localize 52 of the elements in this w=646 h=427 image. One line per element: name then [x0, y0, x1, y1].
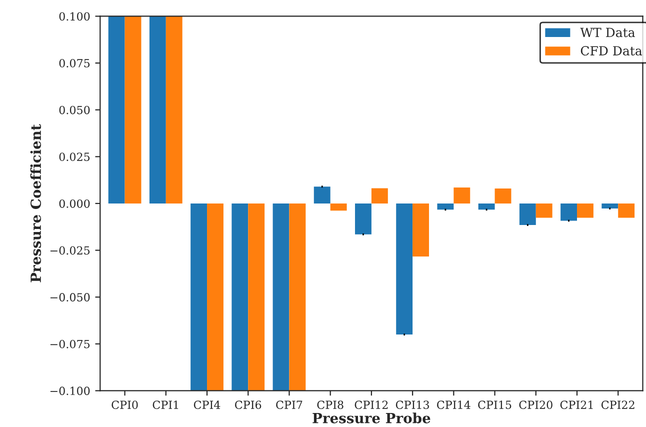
bar — [602, 203, 618, 209]
bar — [396, 203, 413, 335]
bar — [536, 203, 552, 218]
bar — [560, 203, 577, 221]
x-axis-title: Pressure Probe — [312, 412, 430, 424]
bar — [576, 203, 594, 218]
x-tick-label: CPI22 — [601, 400, 634, 410]
bar — [149, 16, 166, 204]
x-tick-label: CPI20 — [519, 400, 552, 410]
x-tick-label: CPI13 — [396, 400, 429, 410]
bar — [478, 203, 495, 210]
bar — [124, 16, 142, 204]
bar — [412, 203, 430, 256]
legend-label: CFD Data — [580, 46, 642, 56]
x-tick-label: CPI4 — [194, 400, 220, 410]
bar — [207, 203, 224, 391]
y-tick-label: −0.050 — [50, 293, 90, 302]
bar — [355, 203, 372, 234]
bar — [371, 188, 388, 204]
x-tick-label: CPI6 — [235, 400, 262, 410]
y-tick-label: 0.050 — [59, 106, 90, 114]
bar — [494, 188, 512, 204]
x-tick-label: CPI0 — [112, 400, 138, 410]
y-axis-title: Pressure Coefficient — [30, 124, 42, 282]
x-tick-label: CPI8 — [317, 400, 344, 410]
bar — [454, 188, 470, 204]
x-tick-label: CPI12 — [354, 400, 388, 410]
y-tick-label: 0.100 — [59, 12, 90, 21]
x-tick-label: CPI21 — [560, 400, 593, 410]
bar — [190, 203, 208, 391]
bar — [108, 16, 125, 204]
y-tick-label: −0.025 — [50, 246, 90, 255]
y-tick-label: 0.075 — [59, 59, 90, 68]
bar — [519, 203, 536, 225]
bar — [618, 203, 635, 218]
x-tick-label: CPI15 — [478, 400, 512, 410]
bar — [314, 186, 330, 204]
x-tick-label: CPI7 — [276, 400, 302, 410]
bar — [166, 16, 182, 204]
legend-label: WT Data — [580, 28, 635, 38]
x-tick-label: CPI14 — [437, 400, 470, 410]
bar — [232, 203, 248, 391]
bar — [437, 203, 454, 210]
y-tick-label: 0.025 — [59, 152, 90, 162]
y-tick-label: 0.000 — [59, 199, 90, 208]
bar — [248, 203, 265, 391]
bar — [272, 203, 290, 391]
y-tick-label: −0.100 — [50, 386, 90, 396]
y-tick-label: −0.075 — [50, 340, 90, 348]
x-tick-label: CPI1 — [152, 400, 178, 410]
bar — [289, 203, 306, 391]
bar — [330, 203, 347, 211]
